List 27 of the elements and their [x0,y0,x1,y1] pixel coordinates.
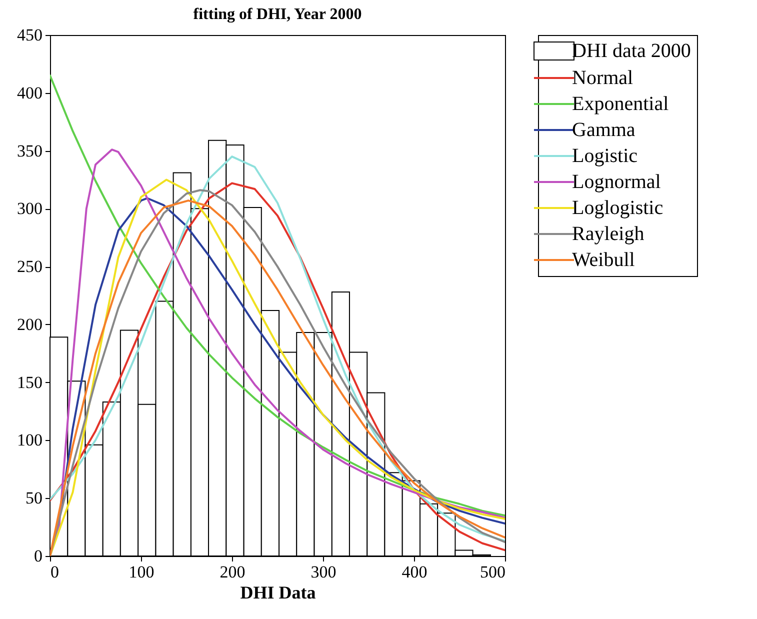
legend-label: Exponential [572,93,670,115]
legend-label: Lognormal [572,171,662,193]
y-tick-label: 350 [17,141,42,160]
legend-label: Gamma [572,119,636,141]
line-series [50,74,505,516]
x-tick-label: 500 [480,562,506,582]
y-tick-label: 200 [17,314,42,334]
legend-label: Rayleigh [572,223,644,245]
y-tick-label: 300 [17,199,42,218]
legend-label: Normal [572,67,634,89]
x-tick-label: 0 [50,562,59,582]
y-tick-label: 250 [17,257,42,276]
x-tick-label: 300 [310,562,336,582]
legend-label: Logistic [572,145,638,167]
legend-label: Weibull [572,249,636,271]
x-tick-label: 200 [220,562,246,582]
legend-label: Loglogistic [572,197,664,219]
x-tick-label: 400 [402,562,428,582]
y-tick-label: 0 [34,546,42,566]
chart-title: fitting of DHI, Year 2000 [193,6,362,23]
y-tick-label: 400 [17,83,42,102]
y-tick-label: 150 [17,372,42,392]
x-axis-title: DHI Data [240,582,316,602]
y-tick-label: 100 [17,430,42,450]
x-tick-label: 100 [128,562,154,582]
y-tick-label: 450 [17,26,42,44]
y-tick-label: 50 [26,488,42,508]
